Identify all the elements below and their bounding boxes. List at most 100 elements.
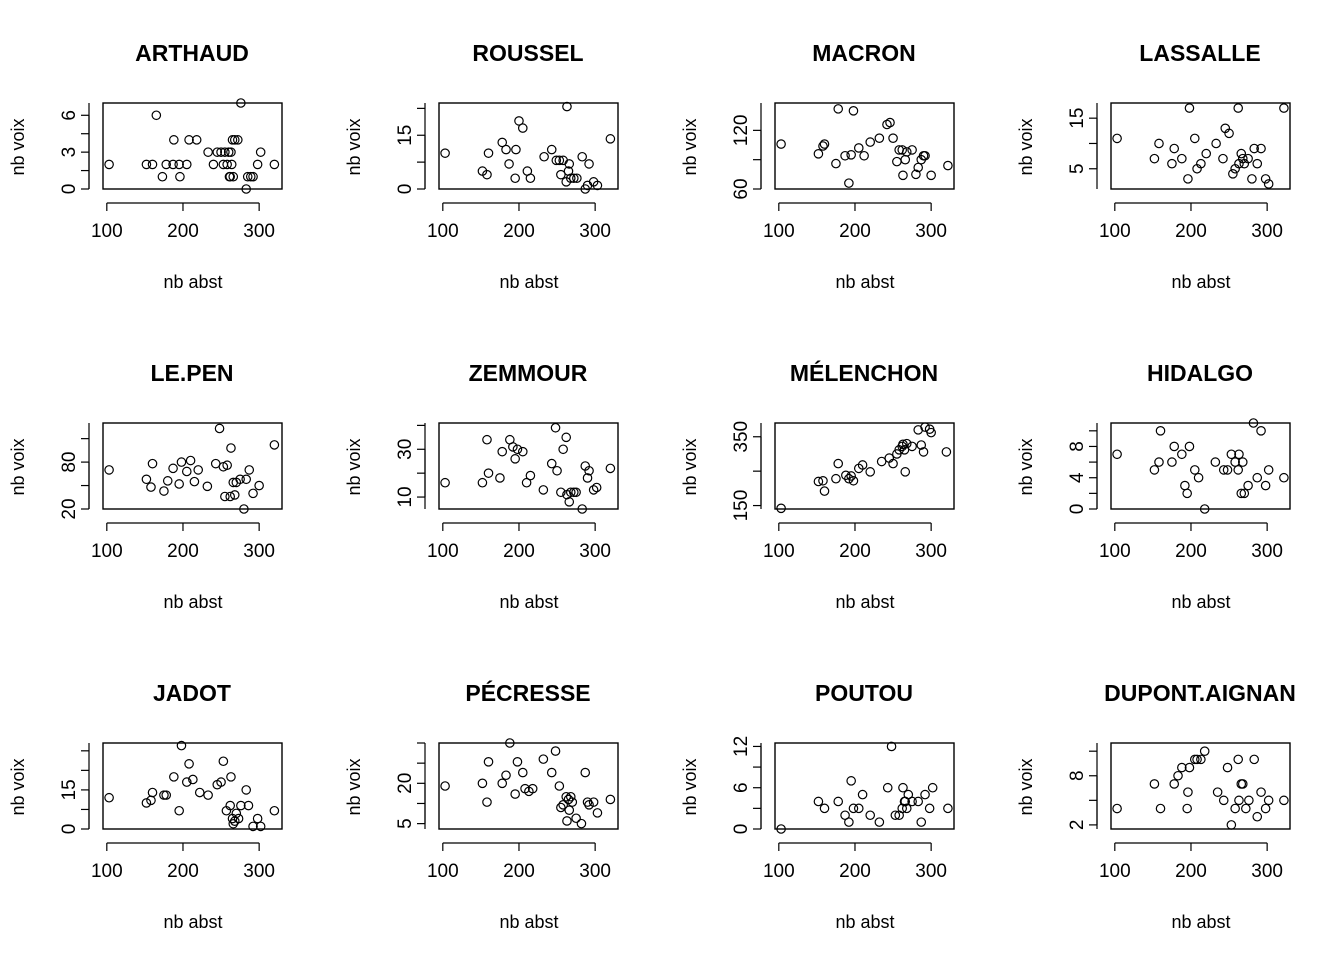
data-point bbox=[554, 155, 565, 166]
data-point bbox=[1247, 174, 1257, 184]
data-point bbox=[857, 789, 868, 800]
data-point bbox=[440, 148, 450, 158]
x-tick-label: 200 bbox=[839, 221, 871, 242]
x-tick-label: 100 bbox=[763, 221, 795, 242]
data-point bbox=[225, 491, 236, 502]
plot-box bbox=[102, 102, 283, 190]
data-point bbox=[225, 171, 236, 182]
x-tick-label: 200 bbox=[167, 221, 199, 242]
data-point bbox=[510, 173, 520, 184]
data-point bbox=[229, 135, 240, 145]
plot-box bbox=[102, 742, 283, 830]
data-point bbox=[546, 144, 557, 155]
data-point bbox=[497, 137, 508, 148]
data-point bbox=[833, 104, 844, 114]
data-point bbox=[584, 800, 594, 810]
data-point bbox=[927, 782, 938, 793]
data-point bbox=[482, 169, 492, 180]
data-point bbox=[898, 170, 908, 181]
x-axis: 100 200 300 bbox=[427, 522, 611, 562]
data-point bbox=[776, 503, 786, 514]
data-point bbox=[512, 444, 523, 455]
data-point bbox=[584, 159, 594, 169]
y-tick-label: 2 bbox=[1067, 820, 1088, 831]
data-point bbox=[892, 156, 902, 167]
data-point bbox=[558, 800, 568, 810]
data-point bbox=[874, 817, 885, 827]
panel-macron: MACRON 100 200 300 nb abst 60 120 nb voix bbox=[680, 40, 955, 292]
data-point bbox=[853, 803, 864, 814]
data-point bbox=[1256, 787, 1266, 797]
data-point bbox=[104, 792, 114, 803]
data-point bbox=[591, 482, 602, 493]
data-point bbox=[916, 817, 927, 827]
y-axis: 28 bbox=[1067, 743, 1098, 831]
data-point bbox=[225, 800, 236, 811]
x-tick-label: 200 bbox=[503, 221, 535, 242]
y-tick-label: 6 bbox=[59, 110, 80, 121]
data-point bbox=[175, 171, 185, 182]
data-point bbox=[269, 440, 280, 450]
data-point bbox=[168, 159, 178, 170]
data-point bbox=[497, 446, 508, 457]
data-point bbox=[916, 440, 927, 450]
data-point bbox=[900, 467, 911, 477]
plot-box bbox=[774, 422, 955, 510]
data-point bbox=[588, 797, 599, 807]
data-point bbox=[1182, 488, 1192, 499]
y-axis-label: nb voix bbox=[680, 758, 700, 815]
y-axis-label: nb voix bbox=[8, 438, 28, 495]
x-tick-label: 300 bbox=[243, 221, 275, 242]
data-point bbox=[242, 171, 253, 182]
y-tick-label: 0 bbox=[395, 184, 416, 195]
y-axis-label: nb voix bbox=[1016, 758, 1036, 815]
data-point bbox=[512, 757, 523, 767]
data-point bbox=[181, 159, 192, 170]
plot-box bbox=[438, 742, 619, 830]
x-tick-label: 200 bbox=[503, 861, 535, 882]
data-point bbox=[1241, 803, 1251, 814]
data-point bbox=[558, 444, 568, 455]
data-point bbox=[1149, 779, 1160, 789]
panel-title: DUPONT.AIGNAN bbox=[1104, 680, 1296, 706]
data-point bbox=[218, 756, 229, 767]
panel-title: ROUSSEL bbox=[472, 40, 583, 66]
data-point bbox=[831, 158, 841, 169]
data-point bbox=[562, 816, 572, 826]
panel-roussel: ROUSSEL 100 200 300 nb abst 0 15 nb voix bbox=[344, 40, 619, 292]
data-point bbox=[605, 794, 616, 805]
y-tick-label: 5 bbox=[395, 818, 416, 829]
data-point bbox=[563, 166, 574, 176]
data-point bbox=[926, 427, 936, 438]
y-tick-label: 120 bbox=[731, 115, 752, 147]
y-axis-label: nb voix bbox=[680, 118, 700, 175]
data-point bbox=[477, 778, 488, 789]
x-tick-label: 100 bbox=[427, 221, 459, 242]
x-tick-label: 300 bbox=[579, 861, 611, 882]
x-tick-label: 300 bbox=[915, 221, 947, 242]
data-point bbox=[1252, 472, 1263, 483]
points bbox=[104, 98, 280, 194]
data-point bbox=[1189, 133, 1200, 144]
data-point bbox=[220, 147, 230, 157]
data-point bbox=[505, 738, 515, 748]
y-tick-label: 15 bbox=[59, 779, 80, 800]
data-point bbox=[831, 473, 841, 484]
data-point bbox=[556, 169, 566, 180]
y-axis: 0 15 bbox=[59, 743, 90, 834]
data-point bbox=[1218, 153, 1228, 164]
data-point bbox=[818, 141, 828, 151]
data-point bbox=[1196, 754, 1206, 765]
data-point bbox=[1234, 449, 1244, 460]
y-tick-label: 10 bbox=[395, 486, 416, 507]
panel-jadot: JADOT 100 200 300 nb abst 0 15 nb voix bbox=[8, 680, 283, 932]
x-tick-label: 200 bbox=[1175, 861, 1207, 882]
data-point bbox=[176, 740, 187, 751]
x-tick-label: 200 bbox=[839, 861, 871, 882]
data-point bbox=[191, 135, 202, 145]
data-point bbox=[911, 169, 921, 180]
data-point bbox=[241, 184, 251, 194]
data-point bbox=[844, 473, 854, 484]
data-point bbox=[216, 777, 226, 787]
